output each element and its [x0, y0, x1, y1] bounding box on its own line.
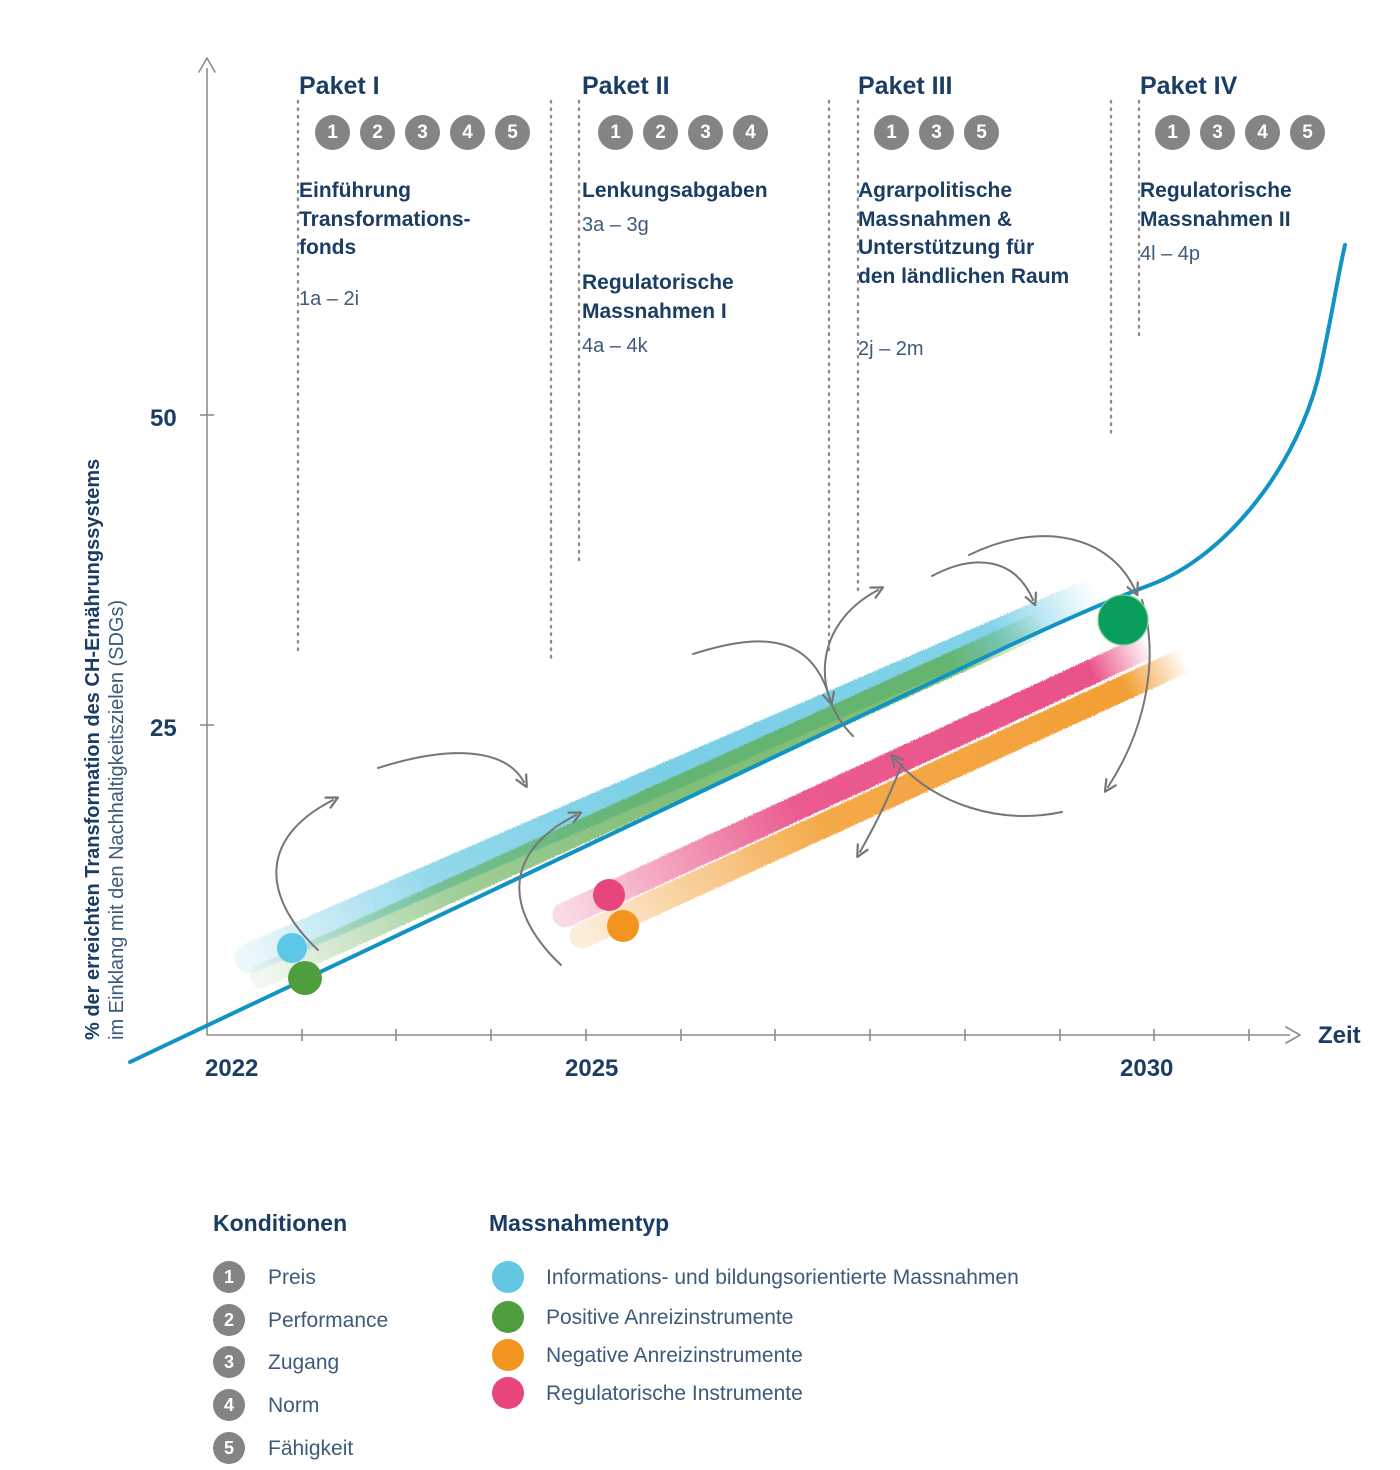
- svg-text:4: 4: [224, 1395, 234, 1415]
- svg-text:2: 2: [224, 1310, 234, 1330]
- svg-text:3: 3: [224, 1352, 234, 1372]
- svg-text:1: 1: [224, 1267, 234, 1287]
- svg-text:5: 5: [224, 1438, 234, 1458]
